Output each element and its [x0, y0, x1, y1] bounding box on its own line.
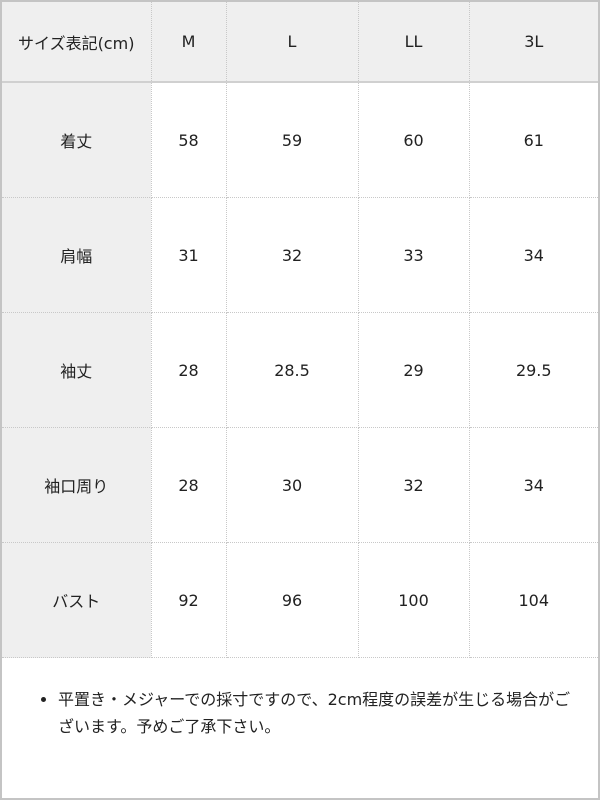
size-value-cell: 61	[469, 82, 598, 198]
size-value-cell: 92	[151, 542, 227, 658]
size-value-cell: 28.5	[226, 312, 359, 428]
table-row: 肩幅 31 32 33 34	[2, 197, 598, 313]
table-row: 袖丈 28 28.5 29 29.5	[2, 312, 598, 428]
size-value-cell: 32	[226, 197, 359, 313]
table-row: 着丈 58 59 60 61	[2, 82, 598, 198]
header-cell: M	[151, 2, 227, 83]
table-row: バスト 92 96 100 104	[2, 542, 598, 658]
header-cell: サイズ表記(cm)	[2, 2, 152, 83]
size-value-cell: 100	[358, 542, 470, 658]
size-value-cell: 30	[226, 427, 359, 543]
row-label: バスト	[2, 542, 152, 658]
header-cell: LL	[358, 2, 470, 83]
measurement-note: 平置き・メジャーでの採寸ですので、2cm程度の誤差が生じる場合がございます。予め…	[40, 686, 580, 740]
size-value-cell: 29	[358, 312, 470, 428]
row-label: 袖口周り	[2, 427, 152, 543]
note-item: 平置き・メジャーでの採寸ですので、2cm程度の誤差が生じる場合がございます。予め…	[58, 686, 580, 740]
size-table: サイズ表記(cm) M L LL 3L 着丈 58 59 60 61 肩幅 31 32 33 34…	[2, 2, 598, 658]
size-value-cell: 58	[151, 82, 227, 198]
size-value-cell: 29.5	[469, 312, 598, 428]
table-row: 袖口周り 28 30 32 34	[2, 427, 598, 543]
size-value-cell: 60	[358, 82, 470, 198]
size-value-cell: 28	[151, 312, 227, 428]
header-cell: L	[226, 2, 359, 83]
size-value-cell: 28	[151, 427, 227, 543]
size-value-cell: 34	[469, 197, 598, 313]
size-value-cell: 33	[358, 197, 470, 313]
size-value-cell: 104	[469, 542, 598, 658]
table-header-row: サイズ表記(cm) M L LL 3L	[2, 2, 598, 83]
size-value-cell: 31	[151, 197, 227, 313]
size-value-cell: 59	[226, 82, 359, 198]
size-value-cell: 96	[226, 542, 359, 658]
row-label: 袖丈	[2, 312, 152, 428]
size-value-cell: 32	[358, 427, 470, 543]
row-label: 肩幅	[2, 197, 152, 313]
header-cell: 3L	[469, 2, 598, 83]
row-label: 着丈	[2, 82, 152, 198]
size-value-cell: 34	[469, 427, 598, 543]
